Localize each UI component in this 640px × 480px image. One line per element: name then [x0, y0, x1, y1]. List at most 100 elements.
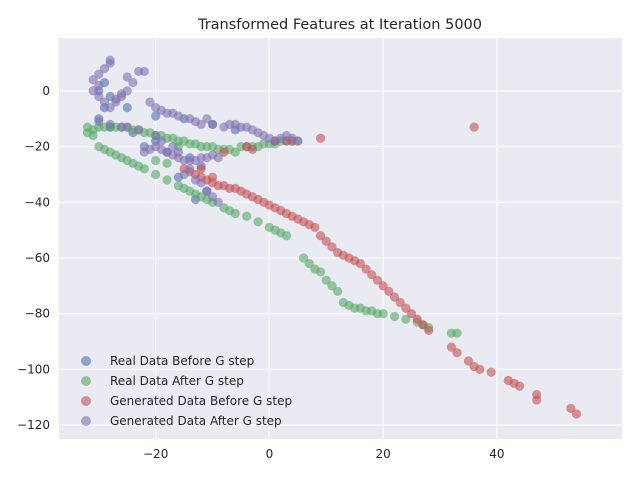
data-point: [321, 236, 331, 246]
data-point: [196, 164, 206, 174]
data-point: [173, 147, 184, 157]
legend: Real Data Before G step Real Data After G…: [81, 354, 292, 428]
x-tick-label: 40: [489, 447, 504, 461]
data-point: [88, 130, 98, 141]
data-point: [219, 147, 229, 157]
data-point: [372, 275, 383, 285]
y-tick-label: −80: [25, 307, 50, 321]
data-point: [315, 267, 326, 277]
data-point: [446, 342, 456, 352]
data-point: [162, 158, 172, 168]
data-point: [122, 72, 132, 82]
y-axis-ticks: 0 −20 −40 −60 −80 −100 −120: [17, 84, 50, 432]
data-point: [99, 97, 110, 107]
data-point: [327, 281, 337, 291]
data-point: [122, 103, 132, 113]
data-point: [202, 114, 212, 124]
data-point: [213, 153, 223, 163]
data-point: [151, 169, 161, 180]
data-point: [168, 142, 178, 152]
data-point: [139, 66, 149, 77]
data-point: [247, 144, 257, 154]
data-point: [105, 103, 115, 113]
y-tick-label: −20: [25, 140, 50, 154]
data-point: [424, 325, 434, 335]
data-point: [367, 270, 377, 280]
data-point: [333, 286, 343, 297]
y-tick-label: −120: [17, 418, 50, 432]
data-point: [401, 314, 411, 324]
chart-title: Transformed Features at Iteration 5000: [197, 17, 482, 33]
data-point: [395, 297, 405, 308]
data-point: [486, 367, 496, 377]
data-point: [315, 231, 326, 241]
data-point: [253, 217, 263, 227]
data-point: [173, 111, 184, 121]
data-point: [88, 86, 98, 96]
legend-marker: [81, 416, 91, 426]
data-point: [94, 80, 104, 90]
data-point: [315, 133, 326, 143]
data-point: [151, 130, 161, 141]
legend-label: Generated Data Before G step: [110, 394, 292, 408]
data-point: [213, 197, 223, 207]
data-point: [207, 192, 218, 202]
data-point: [463, 356, 474, 366]
data-point: [179, 169, 189, 180]
data-point: [196, 178, 206, 188]
data-point: [378, 281, 388, 291]
data-point: [88, 75, 98, 85]
y-tick-label: 0: [42, 84, 50, 98]
data-point: [401, 303, 411, 313]
data-point: [452, 328, 462, 338]
data-point: [185, 164, 195, 174]
data-point: [242, 211, 252, 221]
data-point: [361, 264, 371, 274]
data-point: [139, 164, 149, 174]
data-point: [207, 172, 218, 182]
data-point: [156, 136, 166, 146]
data-point: [134, 125, 144, 135]
data-point: [412, 314, 422, 324]
data-point: [105, 55, 115, 65]
data-point: [162, 175, 172, 185]
data-point: [281, 231, 292, 241]
data-point: [196, 119, 206, 129]
legend-label: Generated Data After G step: [110, 414, 282, 428]
data-point: [151, 111, 161, 121]
data-point: [389, 311, 400, 322]
data-point: [94, 69, 104, 79]
data-point: [94, 91, 104, 102]
data-point: [105, 119, 115, 129]
data-point: [111, 94, 121, 104]
legend-label: Real Data After G step: [110, 374, 244, 388]
data-point: [99, 64, 110, 74]
data-point: [116, 122, 127, 132]
data-point: [469, 122, 479, 132]
series-2: [82, 122, 462, 338]
data-point: [202, 186, 212, 196]
data-point: [230, 147, 240, 157]
data-points: [82, 55, 582, 419]
series-3: [179, 122, 582, 419]
legend-label: Real Data Before G step: [110, 354, 254, 368]
data-point: [298, 253, 309, 263]
data-point: [406, 309, 417, 319]
x-tick-label: 0: [266, 447, 274, 461]
data-point: [515, 381, 525, 391]
data-point: [452, 348, 462, 358]
y-tick-label: −40: [25, 195, 50, 209]
data-point: [128, 77, 138, 88]
data-point: [310, 222, 320, 232]
data-point: [378, 309, 388, 319]
x-tick-label: −20: [143, 447, 168, 461]
data-point: [321, 275, 331, 285]
data-point: [207, 119, 218, 129]
legend-marker: [81, 396, 91, 406]
y-tick-label: −100: [17, 362, 50, 376]
x-axis-ticks: −20 0 20 40: [143, 447, 505, 461]
y-tick-label: −60: [25, 251, 50, 265]
data-point: [475, 364, 485, 374]
legend-marker: [81, 356, 91, 366]
